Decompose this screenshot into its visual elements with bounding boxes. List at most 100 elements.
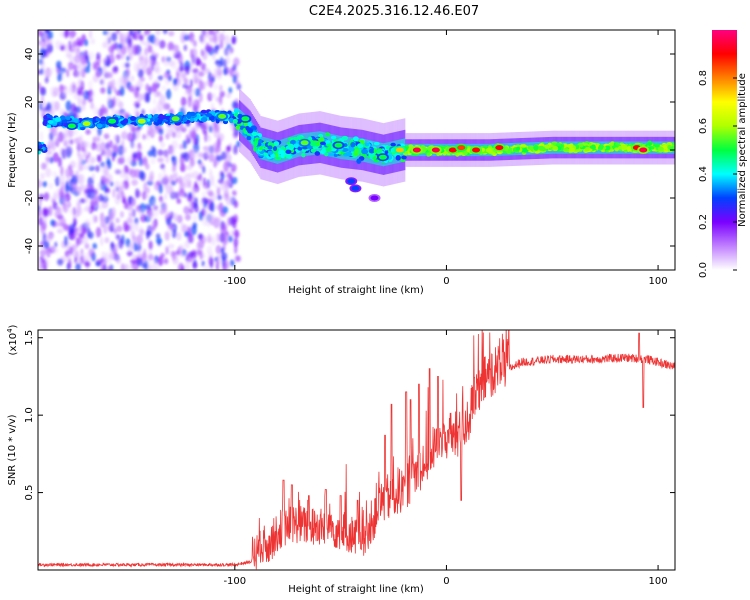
noise-speck	[163, 55, 170, 67]
noise-speck	[175, 130, 182, 139]
noise-speck	[195, 122, 200, 132]
ridge-cell	[200, 117, 208, 123]
ridge-cell	[273, 146, 278, 152]
noise-speck	[221, 252, 228, 261]
noise-speck	[117, 157, 122, 165]
noise-speck	[225, 57, 231, 65]
noise-speck	[45, 167, 52, 178]
noise-speck	[147, 150, 154, 157]
colorbar-tick-label: 0.6	[698, 118, 709, 134]
noise-speck	[73, 129, 79, 136]
noise-speck	[121, 198, 127, 204]
noise-speck	[80, 91, 86, 97]
noise-speck	[76, 206, 83, 216]
noise-speck	[219, 232, 225, 243]
noise-speck	[223, 67, 227, 76]
y-tick-label: -20	[24, 190, 35, 206]
noise-speck	[54, 188, 60, 200]
noise-speck	[194, 87, 201, 97]
noise-speck	[137, 249, 142, 259]
ridge-cell	[544, 145, 551, 150]
noise-speck	[93, 136, 101, 143]
noise-speck	[202, 165, 206, 174]
noise-speck	[130, 75, 135, 82]
noise-speck	[221, 30, 226, 33]
noise-speck	[87, 140, 91, 149]
noise-speck	[216, 194, 223, 201]
noise-speck	[115, 30, 120, 35]
noise-speck	[192, 137, 199, 145]
y-tick-label: 0	[24, 147, 35, 153]
peak-core	[218, 113, 227, 119]
ridge-cell	[123, 118, 129, 124]
noise-speck	[77, 79, 84, 88]
ridge-cell	[186, 114, 192, 120]
ridge-cell	[426, 152, 431, 157]
noise-speck	[216, 186, 221, 196]
noise-speck	[138, 157, 143, 167]
noise-speck	[216, 232, 220, 243]
noise-speck	[202, 177, 207, 186]
ridge-cell	[401, 155, 407, 160]
noise-speck	[108, 224, 114, 233]
noise-speck	[167, 243, 175, 249]
noise-speck	[180, 72, 185, 79]
noise-speck	[133, 61, 140, 73]
noise-speck	[207, 233, 212, 243]
noise-speck	[172, 46, 179, 56]
peak-core	[351, 185, 360, 191]
noise-speck	[149, 211, 154, 219]
noise-speck	[65, 69, 70, 78]
noise-speck	[131, 179, 138, 186]
noise-speck	[177, 52, 183, 64]
noise-speck	[196, 99, 200, 110]
ridge-cell	[345, 151, 353, 157]
noise-speck	[131, 44, 138, 56]
noise-speck	[180, 222, 185, 233]
noise-speck	[207, 144, 214, 156]
noise-speck	[217, 136, 221, 146]
noise-speck	[137, 82, 144, 88]
noise-speck	[81, 34, 87, 43]
ridge-cell	[626, 146, 633, 152]
peak-core	[639, 147, 648, 153]
noise-speck	[82, 252, 90, 260]
noise-speck	[164, 231, 170, 241]
noise-speck	[122, 129, 128, 139]
noise-speck	[121, 32, 128, 39]
noise-speck	[148, 240, 153, 250]
ridge-cell	[614, 147, 620, 152]
noise-speck	[203, 264, 210, 270]
noise-speck	[172, 254, 179, 265]
ridge-cell	[189, 111, 196, 117]
peak-core	[347, 178, 356, 184]
noise-speck	[135, 103, 140, 109]
noise-speck	[113, 168, 121, 175]
ridge-cell	[621, 144, 628, 151]
peak-core	[241, 116, 250, 122]
noise-speck	[117, 144, 124, 156]
noise-speck	[184, 65, 191, 75]
noise-speck	[147, 34, 153, 43]
ridge-cell	[324, 152, 329, 157]
ridge-cell	[529, 145, 534, 151]
ridge-cell	[38, 145, 42, 150]
snr-series-line	[38, 330, 675, 570]
noise-speck	[191, 56, 196, 67]
noise-speck	[146, 186, 150, 194]
noise-speck	[134, 168, 141, 179]
noise-speck	[133, 30, 140, 41]
ridge-cell	[653, 143, 660, 148]
noise-speck	[197, 71, 205, 77]
noise-speck	[45, 150, 53, 156]
noise-speck	[51, 86, 57, 96]
noise-speck	[38, 209, 43, 217]
noise-speck	[42, 181, 48, 188]
noise-speck	[50, 219, 56, 227]
noise-speck	[43, 240, 50, 249]
x-tick-label: 0	[443, 576, 449, 587]
ridge-cell	[157, 118, 163, 125]
noise-speck	[58, 174, 66, 185]
noise-speck	[155, 233, 161, 239]
ridge-cell	[100, 116, 107, 122]
